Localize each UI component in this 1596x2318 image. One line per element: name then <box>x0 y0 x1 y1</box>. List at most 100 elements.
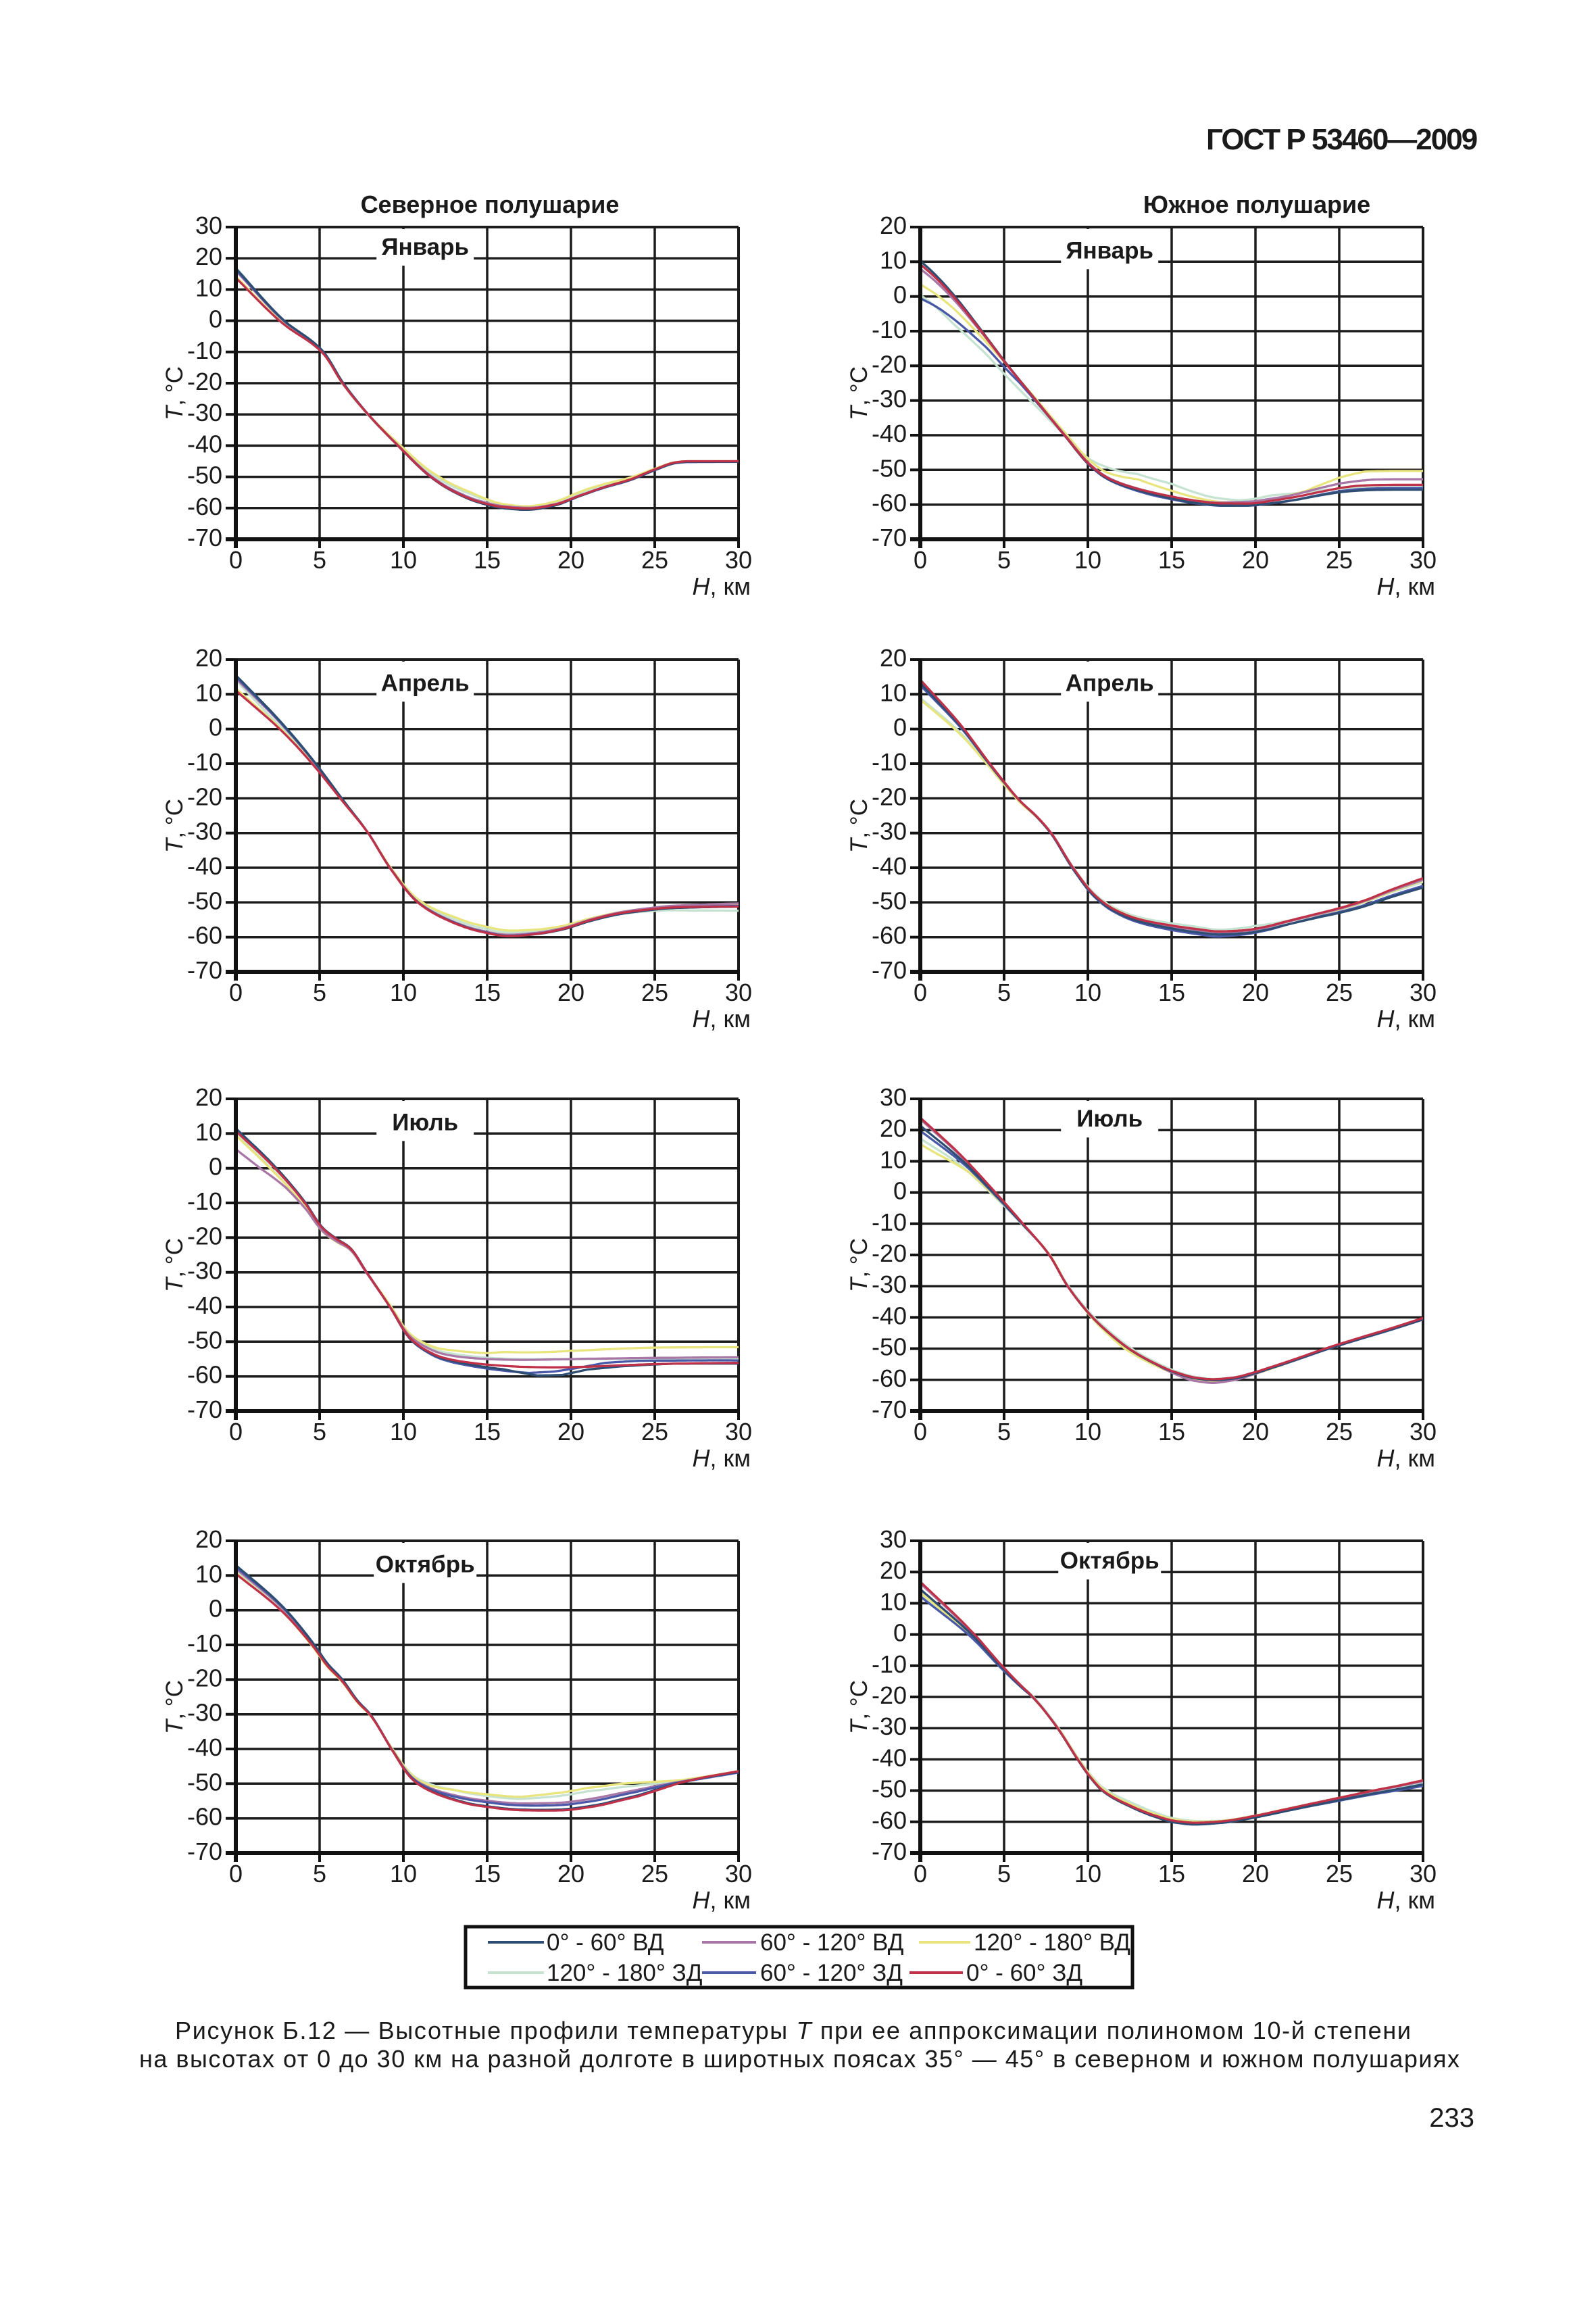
svg-text:-10: -10 <box>872 1208 907 1236</box>
svg-text:-30: -30 <box>187 399 222 426</box>
svg-text:-50: -50 <box>187 1768 222 1796</box>
svg-text:0: 0 <box>914 1418 927 1446</box>
svg-text:10: 10 <box>1074 979 1101 1006</box>
svg-text:-30: -30 <box>187 1257 222 1285</box>
svg-text:10: 10 <box>880 1587 907 1615</box>
svg-text:Т, °С: Т, °С <box>161 799 188 853</box>
svg-text:25: 25 <box>641 1418 668 1446</box>
svg-text:0: 0 <box>914 979 927 1006</box>
svg-text:0: 0 <box>209 1595 222 1623</box>
svg-text:-60: -60 <box>872 1806 907 1834</box>
svg-text:15: 15 <box>1158 1418 1185 1446</box>
svg-text:0: 0 <box>209 305 222 333</box>
svg-text:10: 10 <box>1074 1860 1101 1888</box>
svg-text:-70: -70 <box>187 1838 222 1865</box>
svg-text:25: 25 <box>641 546 668 574</box>
svg-text:25: 25 <box>1326 1418 1353 1446</box>
svg-text:25: 25 <box>1326 546 1353 574</box>
svg-text:-40: -40 <box>872 420 907 447</box>
svg-text:-70: -70 <box>872 1838 907 1865</box>
svg-text:15: 15 <box>1158 1860 1185 1888</box>
svg-text:-30: -30 <box>872 1271 907 1298</box>
svg-text:Н, км: Н, км <box>1376 1886 1435 1914</box>
svg-text:Н, км: Н, км <box>692 1444 751 1472</box>
svg-text:-70: -70 <box>187 956 222 984</box>
svg-text:20: 20 <box>557 546 584 574</box>
svg-text:15: 15 <box>474 1418 501 1446</box>
svg-text:-70: -70 <box>872 1396 907 1423</box>
svg-text:0: 0 <box>914 1860 927 1888</box>
svg-text:-60: -60 <box>872 489 907 517</box>
svg-text:10: 10 <box>390 1418 417 1446</box>
svg-text:Июль: Июль <box>392 1109 458 1135</box>
svg-text:15: 15 <box>474 979 501 1006</box>
svg-text:на высотах от 0 до 30 км на ра: на высотах от 0 до 30 км на разной долго… <box>139 2045 1460 2073</box>
svg-text:0: 0 <box>893 1177 907 1205</box>
svg-text:-30: -30 <box>872 385 907 413</box>
svg-text:-60: -60 <box>872 1364 907 1392</box>
svg-text:-20: -20 <box>872 350 907 378</box>
svg-text:-70: -70 <box>187 524 222 551</box>
svg-text:-70: -70 <box>872 956 907 984</box>
svg-text:10: 10 <box>390 1860 417 1888</box>
svg-text:Южное полушарие: Южное полушарие <box>1143 191 1370 218</box>
svg-text:Т, °С: Т, °С <box>846 1238 872 1292</box>
svg-text:-50: -50 <box>872 887 907 914</box>
svg-text:25: 25 <box>1326 1860 1353 1888</box>
svg-text:-10: -10 <box>872 748 907 776</box>
svg-text:0: 0 <box>914 546 927 574</box>
svg-text:0: 0 <box>209 714 222 741</box>
svg-text:-10: -10 <box>187 337 222 364</box>
svg-text:20: 20 <box>195 644 222 672</box>
svg-text:30: 30 <box>195 212 222 239</box>
svg-text:15: 15 <box>1158 979 1185 1006</box>
svg-text:-40: -40 <box>187 430 222 458</box>
svg-text:Н, км: Н, км <box>692 572 751 600</box>
svg-text:-10: -10 <box>187 748 222 776</box>
svg-text:15: 15 <box>474 546 501 574</box>
svg-text:Северное полушарие: Северное полушарие <box>361 191 620 218</box>
svg-text:Октябрь: Октябрь <box>1060 1548 1159 1574</box>
svg-text:-70: -70 <box>187 1396 222 1423</box>
svg-text:30: 30 <box>880 1525 907 1553</box>
svg-text:5: 5 <box>313 1860 326 1888</box>
svg-text:20: 20 <box>1242 1860 1269 1888</box>
svg-text:-70: -70 <box>872 524 907 551</box>
svg-text:20: 20 <box>880 1556 907 1584</box>
svg-text:10: 10 <box>880 679 907 706</box>
svg-text:-10: -10 <box>872 1650 907 1678</box>
svg-text:233: 233 <box>1429 2103 1474 2133</box>
svg-text:20: 20 <box>1242 1418 1269 1446</box>
svg-text:60° - 120° ЗД: 60° - 120° ЗД <box>760 1960 903 1986</box>
svg-text:30: 30 <box>880 1083 907 1111</box>
svg-text:10: 10 <box>390 546 417 574</box>
svg-text:-10: -10 <box>187 1629 222 1657</box>
svg-text:10: 10 <box>1074 1418 1101 1446</box>
svg-text:-20: -20 <box>872 1239 907 1267</box>
svg-text:0: 0 <box>229 1418 243 1446</box>
svg-text:0: 0 <box>229 1860 243 1888</box>
svg-text:20: 20 <box>1242 979 1269 1006</box>
svg-text:Апрель: Апрель <box>1066 670 1154 696</box>
svg-text:Январь: Январь <box>381 234 469 260</box>
svg-text:5: 5 <box>997 546 1011 574</box>
svg-text:5: 5 <box>997 1860 1011 1888</box>
svg-text:20: 20 <box>195 1083 222 1111</box>
svg-text:0: 0 <box>229 546 243 574</box>
svg-text:Т, °С: Т, °С <box>846 799 872 853</box>
svg-text:30: 30 <box>1410 1418 1437 1446</box>
svg-text:-20: -20 <box>187 1664 222 1692</box>
svg-text:-20: -20 <box>872 1681 907 1709</box>
svg-text:20: 20 <box>557 1418 584 1446</box>
svg-text:-60: -60 <box>187 922 222 950</box>
svg-text:5: 5 <box>997 1418 1011 1446</box>
svg-text:Н, км: Н, км <box>692 1886 751 1914</box>
svg-text:-50: -50 <box>872 454 907 482</box>
svg-text:30: 30 <box>1410 1860 1437 1888</box>
svg-text:15: 15 <box>474 1860 501 1888</box>
svg-text:20: 20 <box>557 979 584 1006</box>
svg-text:30: 30 <box>1410 546 1437 574</box>
svg-text:60° - 120° ВД: 60° - 120° ВД <box>760 1929 904 1956</box>
svg-text:Т, °С: Т, °С <box>846 1680 872 1734</box>
svg-text:Июль: Июль <box>1076 1106 1143 1132</box>
